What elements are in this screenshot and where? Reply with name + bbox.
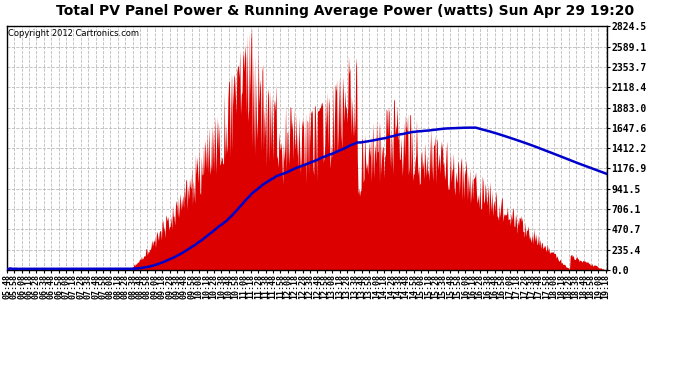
Text: Total PV Panel Power & Running Average Power (watts) Sun Apr 29 19:20: Total PV Panel Power & Running Average P… [56,4,634,18]
Text: Copyright 2012 Cartronics.com: Copyright 2012 Cartronics.com [8,29,139,38]
